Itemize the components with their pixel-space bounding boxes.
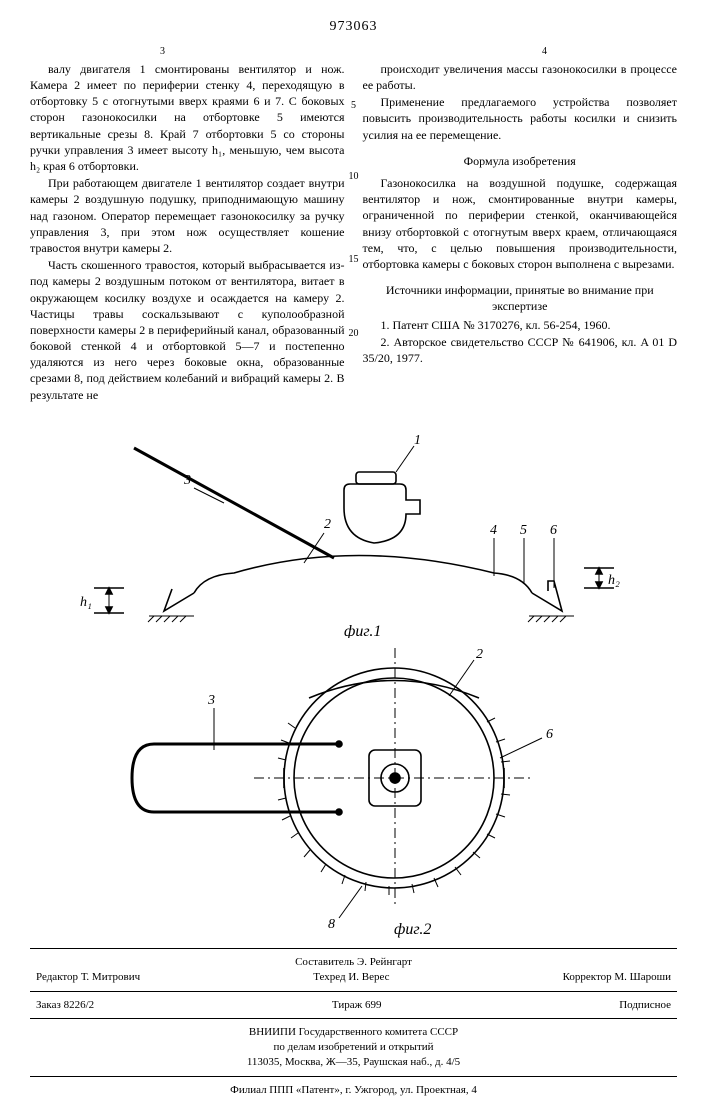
fig1-callout-4: 4 xyxy=(490,523,497,538)
composer-label: Составитель xyxy=(295,956,354,968)
fig1-label: фиг.1 xyxy=(344,623,381,638)
tech: Техред И. Верес xyxy=(313,970,389,985)
fig1-callout-1: 1 xyxy=(414,433,421,448)
footer: Составитель Э. Рейнгарт Редактор Т. Митр… xyxy=(30,948,677,1098)
column-number-left: 3 xyxy=(160,45,165,59)
fig2-callout-8: 8 xyxy=(328,917,335,932)
left-para-2: При работающем двигателе 1 вентилятор со… xyxy=(30,175,345,256)
fig1-callout-5: 5 xyxy=(520,523,527,538)
order-value: 8226/2 xyxy=(64,999,95,1011)
credits-row: Редактор Т. Митрович Техред И. Верес Кор… xyxy=(30,970,677,985)
fig1-h1-label: h₁ xyxy=(80,595,92,610)
figures-area: 1 2 3 4 5 6 h₁ h₂ фиг.1 xyxy=(30,428,677,938)
right-para-1: происходит увеличения массы газонокосилк… xyxy=(363,61,678,93)
corrector: Корректор М. Шароши xyxy=(563,970,671,985)
right-para-3: Газонокосилка на воздушной подушке, соде… xyxy=(363,175,678,272)
left-para-1: валу двигателя 1 смонтированы вентилятор… xyxy=(30,61,345,174)
corrector-label: Корректор xyxy=(563,971,612,983)
left-column: валу двигателя 1 смонтированы вентилятор… xyxy=(30,45,345,404)
two-column-text: 3 4 5 10 15 20 валу двигателя 1 смонтиро… xyxy=(30,45,677,404)
source-2: 2. Авторское свидетельство СССР № 641906… xyxy=(363,334,678,366)
composer-name: Э. Рейнгарт xyxy=(357,956,412,968)
patent-number: 973063 xyxy=(30,18,677,37)
column-number-right: 4 xyxy=(542,45,547,59)
right-para-2: Применение предлагаемого устройства позв… xyxy=(363,94,678,143)
sources-heading: Источники информации, принятые во вниман… xyxy=(363,282,678,314)
tiraz-value: 699 xyxy=(365,999,382,1011)
corrector-name: М. Шароши xyxy=(614,971,671,983)
fig2-label: фиг.2 xyxy=(394,921,431,938)
editor: Редактор Т. Митрович xyxy=(36,970,140,985)
org-line-2: по делам изобретений и открытий xyxy=(30,1040,677,1055)
fig1-callout-3: 3 xyxy=(183,473,191,488)
line-mark-10: 10 xyxy=(345,170,363,184)
editor-label: Редактор xyxy=(36,971,78,983)
address-1: 113035, Москва, Ж—35, Раушская наб., д. … xyxy=(30,1055,677,1070)
editor-name: Т. Митрович xyxy=(81,971,140,983)
line-mark-5: 5 xyxy=(345,99,363,113)
tech-label: Техред xyxy=(313,971,345,983)
left-para-3: Часть скошенного травостоя, который выбр… xyxy=(30,257,345,403)
fig1-callout-6: 6 xyxy=(550,523,557,538)
fig2-callout-2: 2 xyxy=(476,647,483,662)
composer-line: Составитель Э. Рейнгарт xyxy=(30,955,677,970)
org-line-1: ВНИИПИ Государственного комитета СССР xyxy=(30,1025,677,1040)
source-1: 1. Патент США № 3170276, кл. 56-254, 196… xyxy=(363,317,678,333)
order-label: Заказ xyxy=(36,999,61,1011)
tech-name: И. Верес xyxy=(348,971,389,983)
line-mark-20: 20 xyxy=(345,327,363,341)
tiraz-label: Тираж xyxy=(332,999,362,1011)
line-mark-15: 15 xyxy=(345,253,363,267)
fig1-h2-label: h₂ xyxy=(608,573,620,588)
fig2-callout-6: 6 xyxy=(546,727,553,742)
fig1-callout-2: 2 xyxy=(324,517,331,532)
figure-1: 1 2 3 4 5 6 h₁ h₂ фиг.1 xyxy=(74,428,634,638)
address-2: Филиал ППП «Патент», г. Ужгород, ул. Про… xyxy=(30,1083,677,1098)
claims-heading: Формула изобретения xyxy=(363,153,678,169)
fig2-callout-3: 3 xyxy=(207,693,215,708)
right-column: происходит увеличения массы газонокосилк… xyxy=(363,45,678,404)
figure-2: 2 3 6 8 фиг.2 xyxy=(114,638,594,938)
